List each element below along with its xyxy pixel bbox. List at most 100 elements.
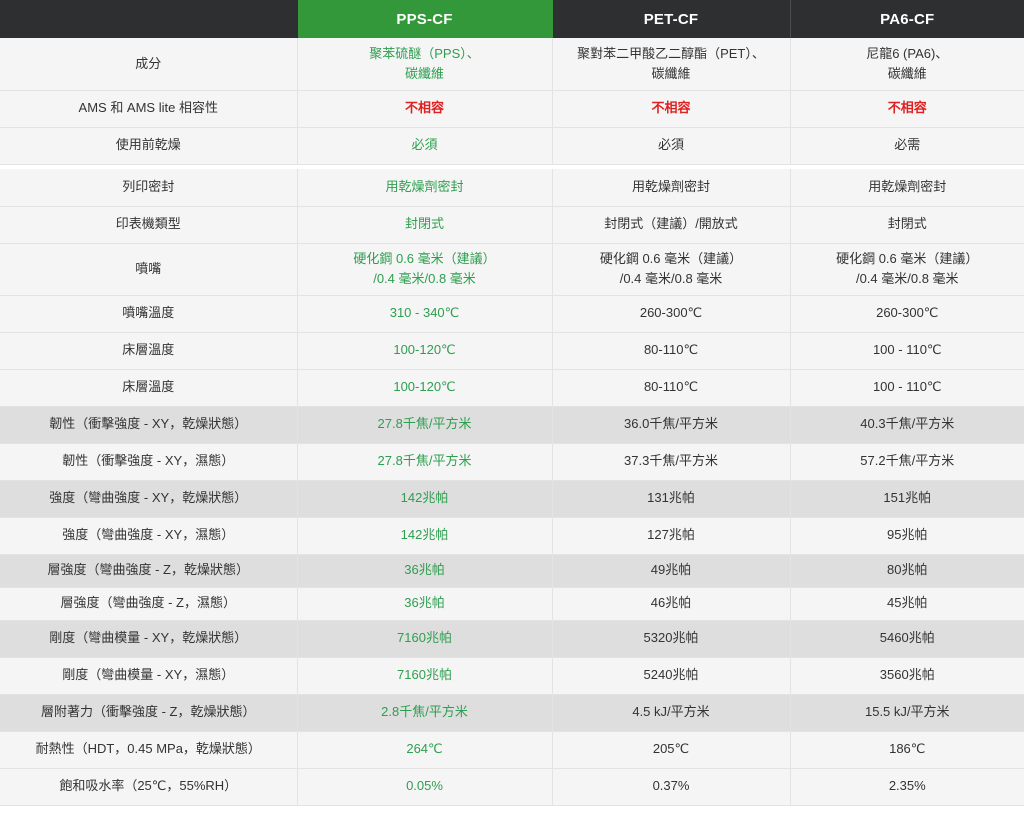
header-cell-pps-cf: PPS-CF [297,0,553,38]
table-body: 成分 聚苯硫醚（PPS）、 碳纖維 聚對苯二甲酸乙二醇酯（PET）、 碳纖維 尼… [0,38,1024,806]
cell-pet: 封閉式（建議）/開放式 [552,206,791,244]
cell-pet: 37.3千焦/平方米 [552,443,791,481]
cell-line-1: 硬化鋼 0.6 毫米（建議） [599,250,743,266]
cell-pps: 100-120℃ [297,332,553,370]
cell-line-1: 硬化鋼 0.6 毫米（建議） [836,250,979,266]
cell-pet: 不相容 [552,90,791,128]
table-header: PPS-CF PET-CF PA6-CF [0,0,1024,38]
cell-pet: 205℃ [552,731,791,769]
cell-line-2: /0.4 毫米/0.8 毫米 [855,271,959,286]
cell-pet: 4.5 kJ/平方米 [552,694,791,732]
cell-pa6: 3560兆帕 [790,657,1024,695]
cell-pps: 用乾燥劑密封 [297,169,553,207]
row-label: 層強度（彎曲強度 - Z，濕態） [0,587,298,621]
cell-pa6: 80兆帕 [790,554,1024,588]
table-row: 列印密封 用乾燥劑密封 用乾燥劑密封 用乾燥劑密封 [0,169,1024,207]
table-row: 床層溫度 100-120℃ 80-110℃ 100 - 110℃ [0,369,1024,407]
table-row: 強度（彎曲強度 - XY，乾燥狀態） 142兆帕 131兆帕 151兆帕 [0,480,1024,518]
cell-pet: 5320兆帕 [552,620,791,658]
row-label: 使用前乾燥 [0,127,298,165]
cell-pa6: 260-300℃ [790,295,1024,333]
cell-pet: 硬化鋼 0.6 毫米（建議） /0.4 毫米/0.8 毫米 [552,243,791,296]
cell-pps: 7160兆帕 [297,620,553,658]
table-row: 層強度（彎曲強度 - Z，乾燥狀態） 36兆帕 49兆帕 80兆帕 [0,554,1024,588]
cell-pa6: 硬化鋼 0.6 毫米（建議） /0.4 毫米/0.8 毫米 [790,243,1024,296]
table-row: 層附著力（衝擊強度 - Z，乾燥狀態） 2.8千焦/平方米 4.5 kJ/平方米… [0,694,1024,732]
cell-pa6: 151兆帕 [790,480,1024,518]
cell-line-2: /0.4 毫米/0.8 毫米 [619,271,723,286]
cell-pet: 46兆帕 [552,587,791,621]
cell-pet: 80-110℃ [552,369,791,407]
table-row: 噴嘴溫度 310 - 340℃ 260-300℃ 260-300℃ [0,295,1024,333]
row-label: 剛度（彎曲模量 - XY，乾燥狀態） [0,620,298,658]
cell-line-1: 硬化鋼 0.6 毫米（建議） [353,250,496,266]
cell-pa6: 必需 [790,127,1024,165]
cell-pps: 不相容 [297,90,553,128]
cell-line-2: 碳纖維 [887,65,927,81]
cell-pa6: 100 - 110℃ [790,332,1024,370]
cell-pps: 142兆帕 [297,480,553,518]
table-row: 飽和吸水率（25℃，55%RH） 0.05% 0.37% 2.35% [0,768,1024,806]
cell-pa6: 封閉式 [790,206,1024,244]
row-label: 床層溫度 [0,369,298,407]
row-label: 強度（彎曲強度 - XY，乾燥狀態） [0,480,298,518]
row-label: 強度（彎曲強度 - XY，濕態） [0,517,298,555]
table-row: 成分 聚苯硫醚（PPS）、 碳纖維 聚對苯二甲酸乙二醇酯（PET）、 碳纖維 尼… [0,38,1024,91]
cell-pet: 36.0千焦/平方米 [552,406,791,444]
cell-pps: 310 - 340℃ [297,295,553,333]
table-row: 剛度（彎曲模量 - XY，乾燥狀態） 7160兆帕 5320兆帕 5460兆帕 [0,620,1024,658]
table-row: 強度（彎曲強度 - XY，濕態） 142兆帕 127兆帕 95兆帕 [0,517,1024,555]
cell-pps: 封閉式 [297,206,553,244]
cell-pa6: 100 - 110℃ [790,369,1024,407]
cell-pps: 100-120℃ [297,369,553,407]
section-divider [0,164,1024,169]
cell-pa6: 45兆帕 [790,587,1024,621]
cell-pps: 27.8千焦/平方米 [297,406,553,444]
header-row: PPS-CF PET-CF PA6-CF [0,0,1024,38]
cell-pet: 聚對苯二甲酸乙二醇酯（PET）、 碳纖維 [552,38,791,91]
table-row: 床層溫度 100-120℃ 80-110℃ 100 - 110℃ [0,332,1024,370]
cell-pet: 131兆帕 [552,480,791,518]
table-row: 剛度（彎曲模量 - XY，濕態） 7160兆帕 5240兆帕 3560兆帕 [0,657,1024,695]
row-label: 韌性（衝擊強度 - XY，濕態） [0,443,298,481]
row-label: 飽和吸水率（25℃，55%RH） [0,768,298,806]
row-label: 噴嘴溫度 [0,295,298,333]
row-label: 成分 [0,38,298,91]
row-label: 耐熱性（HDT，0.45 MPa，乾燥狀態） [0,731,298,769]
row-label: 噴嘴 [0,243,298,296]
cell-line-2: 碳纖維 [404,65,444,81]
cell-pa6: 57.2千焦/平方米 [790,443,1024,481]
cell-pps: 硬化鋼 0.6 毫米（建議） /0.4 毫米/0.8 毫米 [297,243,553,296]
cell-pet: 80-110℃ [552,332,791,370]
table-row: 韌性（衝擊強度 - XY，乾燥狀態） 27.8千焦/平方米 36.0千焦/平方米… [0,406,1024,444]
table-row: AMS 和 AMS lite 相容性 不相容 不相容 不相容 [0,90,1024,128]
cell-pet: 127兆帕 [552,517,791,555]
table-row: 使用前乾燥 必須 必須 必需 [0,127,1024,165]
cell-line-1: 尼龍6 (PA6)、 [866,45,949,61]
table-row: 層強度（彎曲強度 - Z，濕態） 36兆帕 46兆帕 45兆帕 [0,587,1024,621]
cell-line-2: 碳纖維 [651,65,691,81]
cell-pps: 36兆帕 [297,554,553,588]
cell-pa6: 5460兆帕 [790,620,1024,658]
cell-pa6: 不相容 [790,90,1024,128]
row-label: 韌性（衝擊強度 - XY，乾燥狀態） [0,406,298,444]
cell-pet: 49兆帕 [552,554,791,588]
cell-pet: 用乾燥劑密封 [552,169,791,207]
row-label: 列印密封 [0,169,298,207]
cell-pa6: 40.3千焦/平方米 [790,406,1024,444]
cell-line-1: 聚對苯二甲酸乙二醇酯（PET）、 [577,45,765,61]
header-cell-pa6-cf: PA6-CF [790,0,1024,38]
row-label: 層強度（彎曲強度 - Z，乾燥狀態） [0,554,298,588]
row-label: 層附著力（衝擊強度 - Z，乾燥狀態） [0,694,298,732]
header-cell-pet-cf: PET-CF [552,0,791,38]
table-row: 耐熱性（HDT，0.45 MPa，乾燥狀態） 264℃ 205℃ 186℃ [0,731,1024,769]
cell-pps: 必須 [297,127,553,165]
cell-pps: 142兆帕 [297,517,553,555]
cell-pet: 260-300℃ [552,295,791,333]
table-row: 韌性（衝擊強度 - XY，濕態） 27.8千焦/平方米 37.3千焦/平方米 5… [0,443,1024,481]
row-label: 印表機類型 [0,206,298,244]
cell-pet: 5240兆帕 [552,657,791,695]
cell-pet: 0.37% [552,768,791,806]
table-row: 印表機類型 封閉式 封閉式（建議）/開放式 封閉式 [0,206,1024,244]
